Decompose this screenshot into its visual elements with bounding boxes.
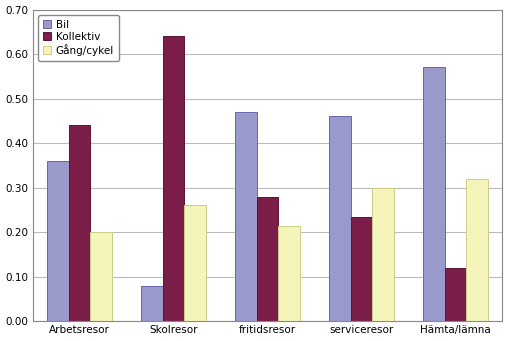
Bar [90,232,112,321]
Bar [141,286,163,321]
Bar [257,197,278,321]
Bar [351,217,372,321]
Bar [235,112,257,321]
Bar [444,268,466,321]
Bar [47,161,69,321]
Bar [278,225,300,321]
Bar [69,125,90,321]
Bar [184,206,206,321]
Bar [423,68,444,321]
Legend: Bil, Kollektiv, Gång/cykel: Bil, Kollektiv, Gång/cykel [38,15,119,61]
Bar [372,188,394,321]
Bar [163,36,184,321]
Bar [466,179,488,321]
Bar [329,116,351,321]
